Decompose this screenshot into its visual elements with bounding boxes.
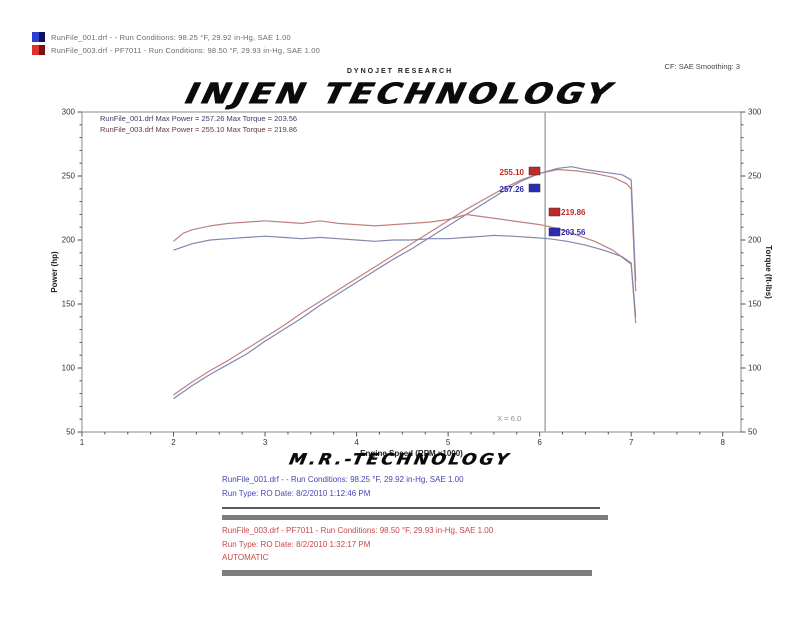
- run1-conditions-line: RunFile_001.drf - - Run Conditions: 98.2…: [222, 475, 464, 484]
- x-tick-label: 8: [720, 438, 725, 447]
- run1-legend-label: RunFile_001.drf - - Run Conditions: 98.2…: [51, 32, 291, 42]
- y-left-tick-label: 200: [62, 236, 76, 245]
- run-legend-row-2: RunFile_003.drf - PF7011 - Run Condition…: [32, 44, 320, 56]
- footer-divider-thick-top: [222, 515, 608, 520]
- y-right-tick-label: 250: [748, 172, 762, 181]
- run2-details-block: RunFile_003.drf - PF7011 - Run Condition…: [222, 524, 622, 565]
- x-tick-label: 6: [537, 438, 542, 447]
- x-tick-label: 4: [354, 438, 359, 447]
- correction-factor-note: CF: SAE Smoothing: 3: [664, 62, 740, 71]
- callout-value-label: 203.56: [561, 228, 586, 237]
- x-tick-label: 2: [171, 438, 176, 447]
- torque-runfile-001-curve: [173, 234, 637, 317]
- callout-value-label: 255.10: [500, 168, 525, 177]
- cursor-x-label: X = 6.0: [497, 414, 521, 423]
- run-legend-row-1: RunFile_001.drf - - Run Conditions: 98.2…: [32, 31, 320, 43]
- run1-type-date-line: Run Type: RO Date: 8/2/2010 1:12:46 PM: [222, 488, 371, 498]
- max-values-legend-line: RunFile_001.drf Max Power = 257.26 Max T…: [100, 114, 297, 123]
- callout-marker-icon: [548, 207, 561, 217]
- x-tick-label: 1: [80, 438, 85, 447]
- right-axis-title: Torque (ft-lbs): [764, 245, 773, 299]
- run1-details-block: RunFile_001.drf - - Run Conditions: 98.2…: [222, 473, 622, 500]
- run2-legend-label: RunFile_003.drf - PF7011 - Run Condition…: [51, 45, 321, 55]
- y-left-tick-label: 50: [66, 428, 75, 437]
- torque-runfile-003-pf7011-curve: [173, 213, 637, 324]
- power-runfile-001-curve: [173, 166, 637, 400]
- footer-divider-thin: [222, 507, 600, 509]
- power-runfile-003-pf7011-curve: [173, 168, 637, 396]
- plot-frame: [81, 111, 742, 433]
- callout-value-label: 257.26: [500, 185, 525, 194]
- mr-technology-brand: M.R.-TECHNOLOGY: [287, 450, 513, 470]
- callout-value-label: 219.86: [561, 208, 586, 217]
- callout-marker-icon: [528, 183, 541, 193]
- y-right-tick-label: 300: [748, 108, 762, 117]
- y-right-tick-label: 150: [748, 300, 762, 309]
- y-left-tick-label: 250: [62, 172, 76, 181]
- y-left-tick-label: 100: [62, 364, 76, 373]
- dynojet-research-label: DYNOJET RESEARCH: [346, 68, 454, 75]
- callout-marker-icon: [528, 166, 541, 176]
- y-right-tick-label: 50: [748, 428, 757, 437]
- run2-color-swatch-icon: [32, 45, 45, 55]
- run2-type-date-line: Run Type: RO Date: 8/2/2010 1:32:17 PM: [222, 539, 371, 549]
- run-legend: RunFile_001.drf - - Run Conditions: 98.2…: [32, 31, 320, 57]
- x-tick-label: 5: [446, 438, 451, 447]
- x-tick-label: 3: [263, 438, 268, 447]
- callout-marker-icon: [548, 227, 561, 237]
- y-right-tick-label: 100: [748, 364, 762, 373]
- y-right-tick-label: 200: [748, 236, 762, 245]
- y-left-tick-label: 150: [62, 300, 76, 309]
- run1-color-swatch-icon: [32, 32, 45, 42]
- max-values-legend-line: RunFile_003.drf Max Power = 255.10 Max T…: [100, 125, 297, 134]
- footer-divider-thick-bottom: [222, 570, 592, 576]
- run2-transmission-line: AUTOMATIC: [222, 553, 269, 562]
- y-left-tick-label: 300: [62, 108, 76, 117]
- x-tick-label: 7: [629, 438, 634, 447]
- left-axis-title: Power (hp): [50, 251, 59, 293]
- run2-conditions-line: RunFile_003.drf - PF7011 - Run Condition…: [222, 526, 494, 535]
- x-axis-title: Engine Speed (RPM x1000): [360, 449, 463, 458]
